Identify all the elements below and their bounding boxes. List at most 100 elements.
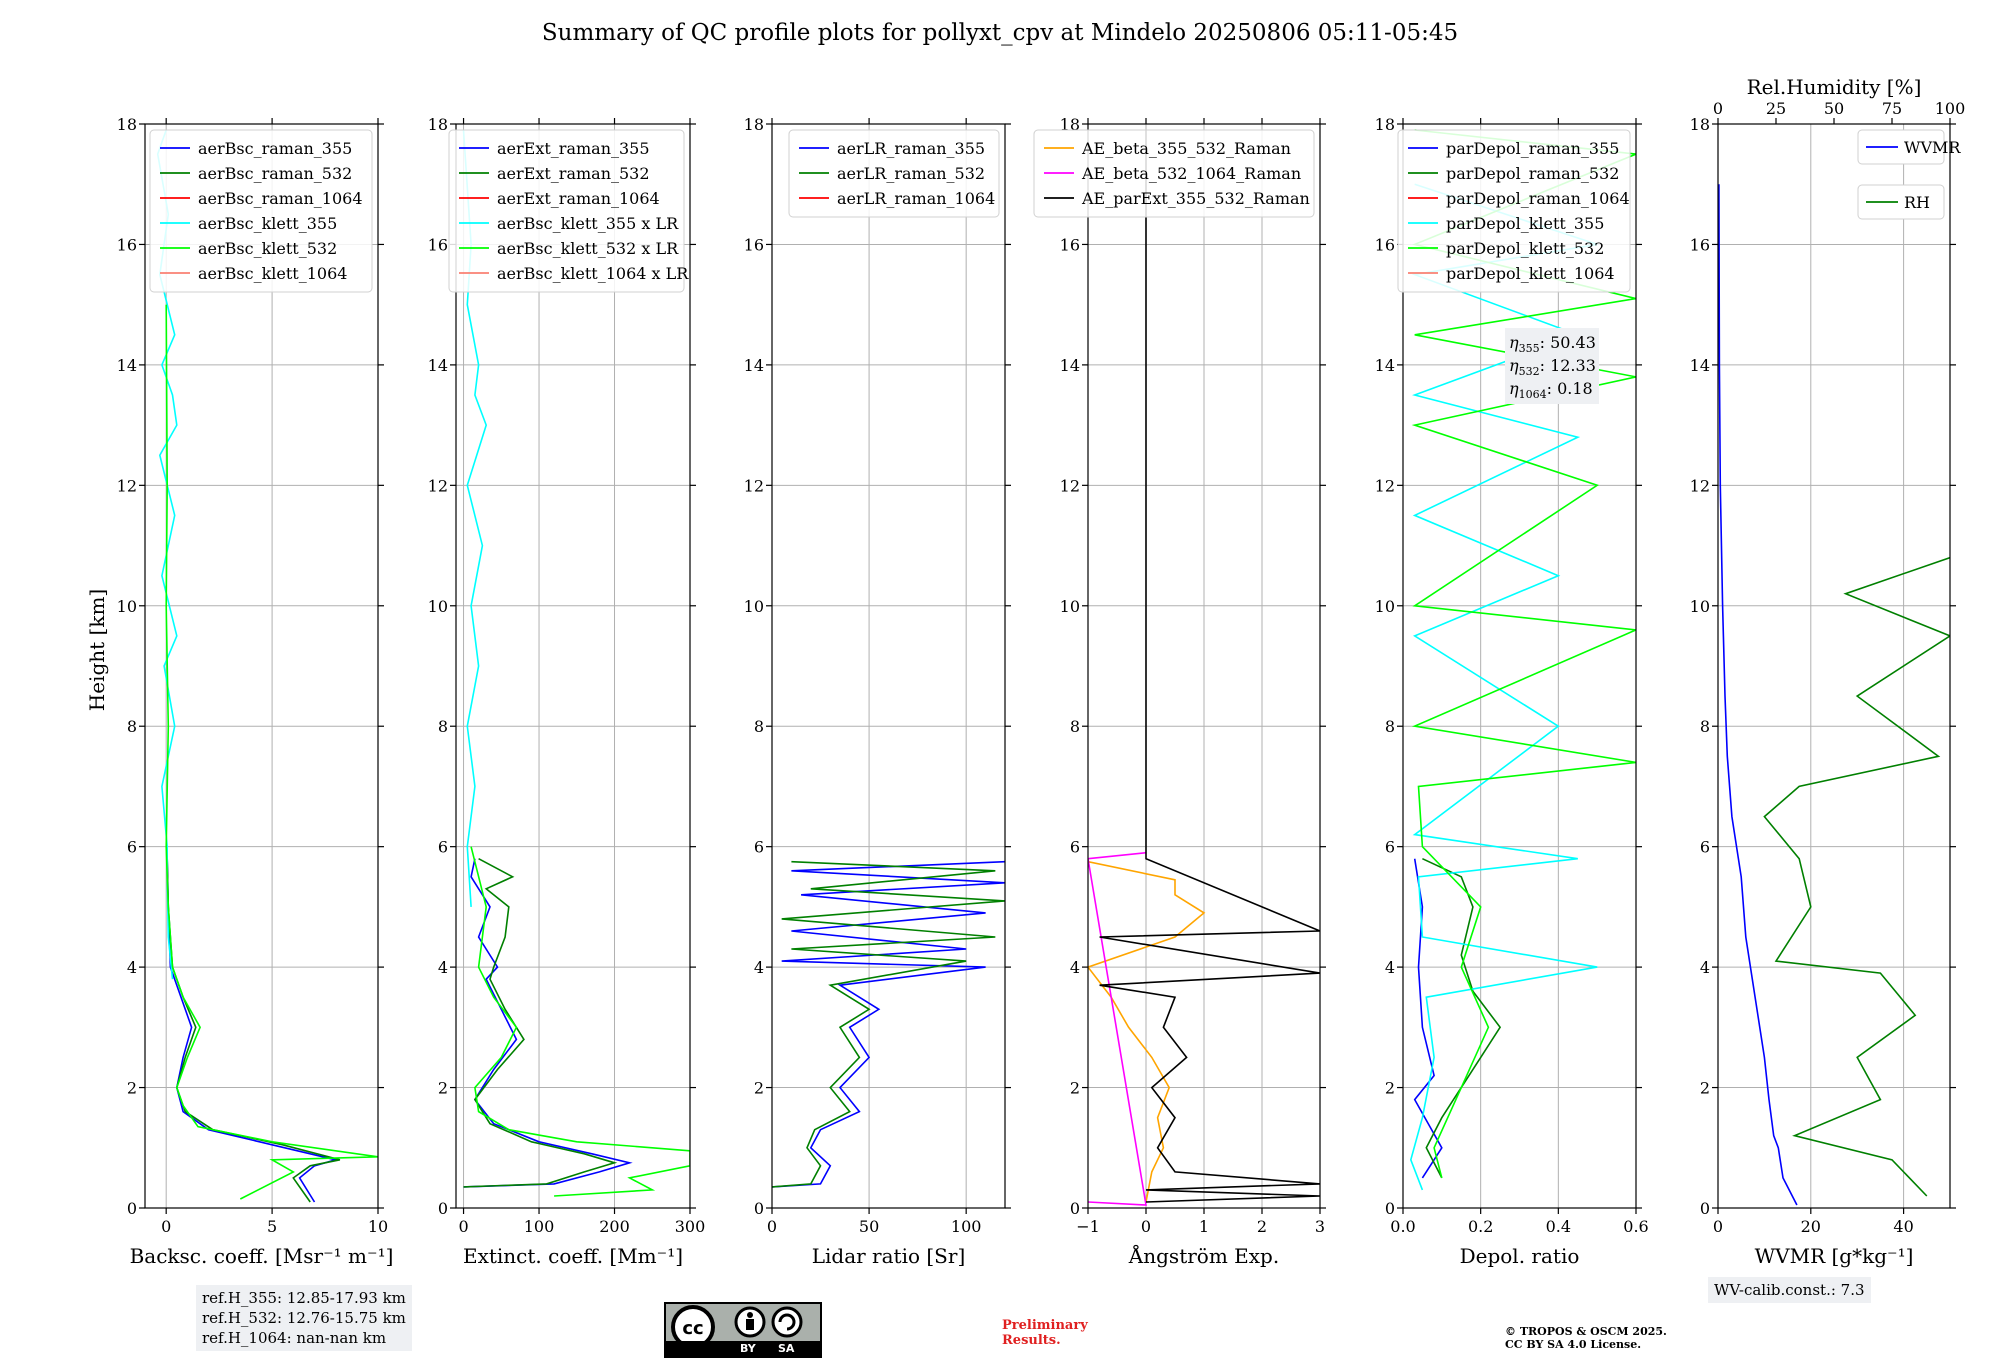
y-tick-label: 10	[1690, 597, 1710, 616]
y-tick-label: 10	[117, 597, 137, 616]
y-tick-label: 12	[1060, 476, 1080, 495]
y-tick-label: 12	[1690, 476, 1710, 495]
x-tick-label: 0	[1713, 1217, 1723, 1236]
y-tick-label: 6	[127, 838, 137, 857]
x-tick-label: 0.0	[1390, 1217, 1415, 1236]
panel-5: 0 2 4 6 8 10 12 14 16 18 0.0 0.2 0.4 0.6 Depol. ratio p…	[1375, 115, 1649, 1268]
legend-entry: aerBsc_klett_532	[198, 239, 337, 258]
y-tick-label: 14	[744, 356, 764, 375]
legend-RH: RH	[1857, 184, 1945, 220]
legend-entry: aerBsc_klett_532 x LR	[497, 239, 679, 258]
y-tick-label: 18	[428, 115, 448, 134]
legend-box	[1857, 184, 1945, 220]
legend: parDepol_raman_355 parDepol_raman_532 parD…	[1397, 129, 1631, 293]
legend-entry: aerExt_raman_532	[497, 164, 650, 183]
series-AE_beta_532_1064_Raman	[1088, 851, 1147, 1206]
x-tick-label: 0	[458, 1217, 468, 1236]
legend-entry: parDepol_raman_1064	[1446, 189, 1630, 208]
y-tick-label: 18	[117, 115, 137, 134]
series-WVMR	[1718, 184, 1798, 1206]
x-tick-label: 0.4	[1546, 1217, 1571, 1236]
x-tick-label: 10	[368, 1217, 388, 1236]
x2-tick-label: 75	[1882, 99, 1902, 118]
y-tick-label: 4	[754, 958, 764, 977]
y-tick-label: 12	[117, 476, 137, 495]
legend-entry: parDepol_klett_355	[1446, 214, 1604, 233]
y-tick-label: 4	[1385, 958, 1395, 977]
figure-title: Summary of QC profile plots for pollyxt_…	[541, 20, 1459, 46]
y-tick-label: 12	[744, 476, 764, 495]
legend-entry: parDepol_klett_1064	[1446, 264, 1615, 283]
legend-entry: aerBsc_klett_1064	[198, 264, 347, 283]
y-tick-label: 14	[117, 356, 137, 375]
x-tick-label: 50	[859, 1217, 879, 1236]
y-tick-label: 0	[1700, 1199, 1710, 1218]
x-tick-label: 200	[599, 1217, 630, 1236]
series-AE_parExt_355_532_Raman	[1099, 130, 1320, 1203]
y-tick-label: 16	[1375, 235, 1395, 254]
annotation-box	[1505, 328, 1599, 404]
axes-frame	[1717, 123, 1951, 1209]
x-tick-label: 3	[1315, 1217, 1325, 1236]
legend-entry: aerBsc_klett_355	[198, 214, 337, 233]
y-tick-label: 0	[438, 1199, 448, 1218]
legend-entry: aerExt_raman_355	[497, 139, 650, 158]
axes-frame	[144, 123, 379, 1209]
legend-box	[788, 129, 1000, 218]
y-tick-label: 18	[1060, 115, 1080, 134]
legend: aerBsc_raman_355 aerBsc_raman_532 aerBsc_r…	[149, 129, 373, 293]
legend-box	[1857, 129, 1945, 165]
panel-3: 0 2 4 6 8 10 12 14 16 18 0 50 100 Lidar ratio [Sr] aer…	[744, 115, 1011, 1268]
series-parDepol_klett_532	[1411, 129, 1636, 1179]
x-tick-label: 1	[1199, 1217, 1209, 1236]
series-AE_beta_355_532_Raman	[1088, 860, 1206, 1203]
cc-sa-label: SA	[778, 1342, 795, 1355]
series-parDepol_raman_532	[1422, 857, 1502, 1179]
legend-entry: AE_beta_355_532_Raman	[1081, 139, 1291, 158]
ref-note-532: ref.H_532: 12.76-15.75 km	[202, 1309, 406, 1327]
y-tick-label: 10	[744, 597, 764, 616]
y-tick-label: 0	[1070, 1199, 1080, 1218]
y-tick-label: 14	[1375, 356, 1395, 375]
legend-box	[448, 129, 685, 293]
y-tick-label: 10	[1375, 597, 1395, 616]
wv-calib-box: WV-calib.const.: 7.3	[1708, 1277, 1871, 1303]
x-axis-label: Backsc. coeff. [Msr⁻¹ m⁻¹]	[130, 1244, 394, 1268]
legend-entry: parDepol_raman_532	[1446, 164, 1619, 183]
x-tick-label: 0	[767, 1217, 777, 1236]
legend-entry: aerBsc_raman_532	[198, 164, 352, 183]
series-group	[1718, 184, 1950, 1206]
x2-tick-label: 100	[1935, 99, 1966, 118]
y-tick-label: 4	[1700, 958, 1710, 977]
y-tick-label: 8	[1700, 717, 1710, 736]
series-aerBsc_klett_355 x LR	[462, 129, 488, 907]
y-tick-label: 2	[127, 1079, 137, 1098]
series-aerExt_raman_355	[463, 858, 633, 1188]
y-tick-label: 0	[127, 1199, 137, 1218]
y-tick-label: 8	[754, 717, 764, 736]
series-group	[462, 129, 690, 1197]
y-tick-label: 6	[438, 838, 448, 857]
legend: aerExt_raman_355 aerExt_raman_532 aerExt_r…	[448, 129, 689, 293]
y-tick-label: 8	[1385, 717, 1395, 736]
axes-frame	[771, 123, 1006, 1209]
series-aerLR_raman_355	[772, 860, 1005, 1188]
cc-by-label: BY	[740, 1342, 756, 1355]
x-tick-label: 2	[1257, 1217, 1267, 1236]
legend-entry: aerBsc_raman_355	[198, 139, 352, 158]
y-tick-label: 6	[1385, 838, 1395, 857]
x-tick-label: 0	[1141, 1217, 1151, 1236]
panel-2: 0 2 4 6 8 10 12 14 16 18 0 100 200 300 Extinct. coeff.…	[428, 115, 706, 1268]
y-tick-label: 8	[438, 717, 448, 736]
copyright-line-1: © TROPOS & OSCM 2025.	[1505, 1325, 1667, 1338]
legend-entry: parDepol_klett_532	[1446, 239, 1604, 258]
y-tick-label: 6	[1070, 838, 1080, 857]
y-tick-label: 16	[1060, 235, 1080, 254]
x-axis-label: Extinct. coeff. [Mm⁻¹]	[463, 1244, 683, 1268]
x2-axis-label: Rel.Humidity [%]	[1747, 75, 1922, 99]
annotation-line: η1064: 0.18	[1509, 379, 1593, 401]
annotation-line: η355: 50.43	[1509, 333, 1596, 355]
x-tick-label: 20	[1801, 1217, 1821, 1236]
y-tick-label: 2	[1385, 1079, 1395, 1098]
